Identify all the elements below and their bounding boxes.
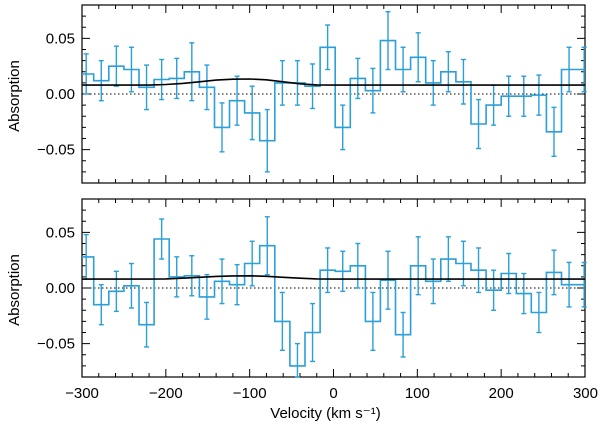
top-panel: 0.05 0.00 −0.05 Absorption bbox=[6, 4, 587, 184]
top-ytick-label: 0.05 bbox=[46, 30, 75, 47]
xtick-label: 300 bbox=[573, 385, 598, 402]
top-panel-ticks bbox=[81, 4, 586, 184]
bottom-observed-group bbox=[82, 238, 585, 367]
xtick-label: −200 bbox=[149, 385, 183, 402]
xtick-label: 0 bbox=[329, 385, 337, 402]
bottom-ytick-labels: 0.05 0.00 −0.05 bbox=[37, 224, 75, 352]
top-ytick-label: −0.05 bbox=[37, 142, 75, 159]
xtick-label: −100 bbox=[233, 385, 267, 402]
model-line bbox=[82, 78, 585, 86]
top-ytick-labels: 0.05 0.00 −0.05 bbox=[37, 30, 75, 158]
xtick-label: −300 bbox=[65, 385, 99, 402]
observed-step-line bbox=[82, 238, 585, 367]
bottom-xtick-labels: −300 −200 −100 0 100 200 300 bbox=[65, 385, 598, 402]
top-ylabel: Absorption bbox=[6, 60, 23, 132]
observed-step-line bbox=[82, 39, 585, 142]
bottom-model-group bbox=[82, 274, 585, 280]
top-model-group bbox=[82, 78, 585, 86]
bottom-ytick-label: 0.05 bbox=[46, 224, 75, 241]
bottom-ytick-label: 0.00 bbox=[46, 280, 75, 297]
xtick-label: 200 bbox=[489, 385, 514, 402]
top-observed-group bbox=[82, 39, 585, 142]
bottom-errorbars bbox=[83, 216, 587, 378]
bottom-panel-ticks bbox=[81, 198, 586, 378]
model-line bbox=[82, 274, 585, 280]
bottom-ylabel: Absorption bbox=[6, 254, 23, 326]
x-axis-label: Velocity (km s⁻¹) bbox=[270, 405, 380, 422]
top-ytick-label: 0.00 bbox=[46, 86, 75, 103]
bottom-ytick-label: −0.05 bbox=[37, 336, 75, 353]
bottom-panel-frame bbox=[81, 198, 586, 378]
xtick-label: 100 bbox=[405, 385, 430, 402]
bottom-panel: 0.05 0.00 −0.05 −300 −200 −100 0 100 200… bbox=[6, 198, 598, 422]
top-panel-frame bbox=[81, 4, 586, 184]
